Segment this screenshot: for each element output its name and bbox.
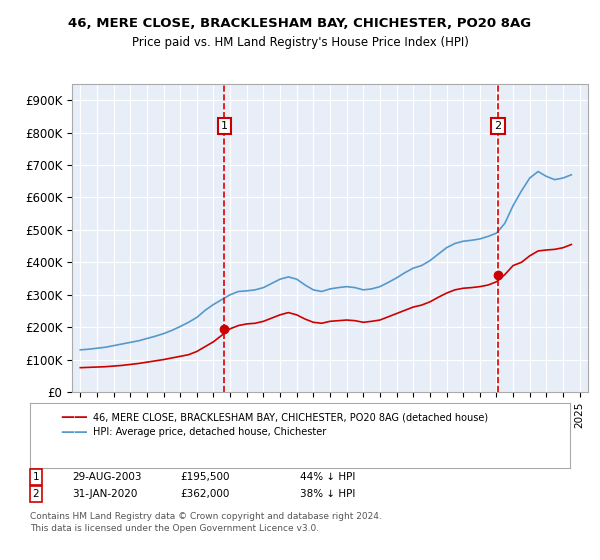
Text: 2: 2 <box>32 489 40 499</box>
Text: Contains HM Land Registry data © Crown copyright and database right 2024.: Contains HM Land Registry data © Crown c… <box>30 512 382 521</box>
Text: 2: 2 <box>494 121 502 131</box>
Text: 46, MERE CLOSE, BRACKLESHAM BAY, CHICHESTER, PO20 8AG: 46, MERE CLOSE, BRACKLESHAM BAY, CHICHES… <box>68 17 532 30</box>
Text: 31-JAN-2020: 31-JAN-2020 <box>72 489 137 499</box>
Text: £362,000: £362,000 <box>180 489 229 499</box>
Text: Price paid vs. HM Land Registry's House Price Index (HPI): Price paid vs. HM Land Registry's House … <box>131 36 469 49</box>
Text: ——: —— <box>60 426 88 439</box>
Text: 38% ↓ HPI: 38% ↓ HPI <box>300 489 355 499</box>
Text: 46, MERE CLOSE, BRACKLESHAM BAY, CHICHESTER, PO20 8AG (detached house): 46, MERE CLOSE, BRACKLESHAM BAY, CHICHES… <box>93 412 488 422</box>
Text: HPI: Average price, detached house, Chichester: HPI: Average price, detached house, Chic… <box>93 427 326 437</box>
Text: 44% ↓ HPI: 44% ↓ HPI <box>300 472 355 482</box>
Text: £195,500: £195,500 <box>180 472 229 482</box>
Text: 1: 1 <box>32 472 40 482</box>
Text: 1: 1 <box>221 121 228 131</box>
Text: 29-AUG-2003: 29-AUG-2003 <box>72 472 142 482</box>
Text: ——: —— <box>60 410 88 424</box>
Text: This data is licensed under the Open Government Licence v3.0.: This data is licensed under the Open Gov… <box>30 524 319 533</box>
